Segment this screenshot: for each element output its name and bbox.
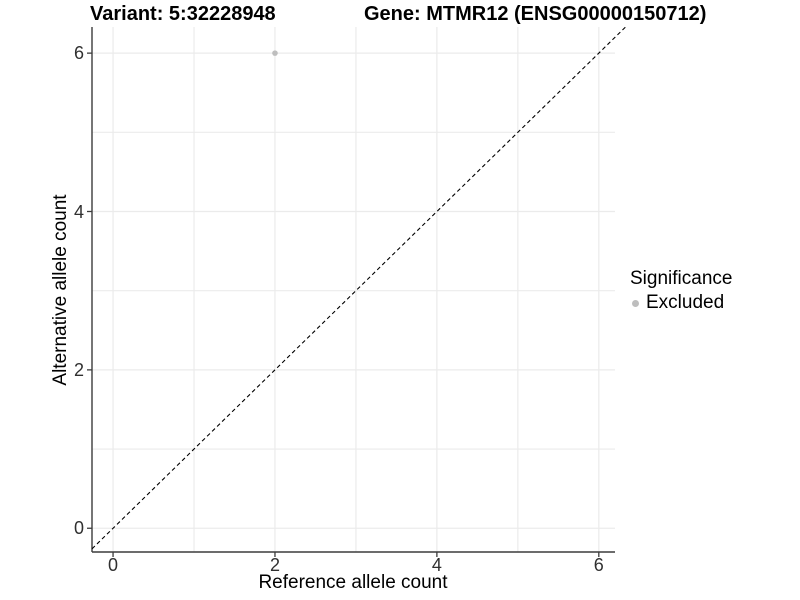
plot-title-gene: Gene: MTMR12 (ENSG00000150712) — [364, 3, 707, 25]
x-axis-title: Reference allele count — [258, 572, 448, 593]
y-tick-label: 2 — [73, 359, 84, 380]
legend: Significance Excluded — [630, 268, 732, 314]
identity-line — [91, 26, 626, 550]
x-tick-label: 4 — [431, 555, 442, 575]
data-point-excluded — [272, 50, 278, 56]
x-tick-label: 0 — [108, 555, 119, 575]
x-tick-label: 6 — [593, 555, 604, 575]
legend-item-label: Excluded — [646, 292, 725, 313]
x-tick-label: 2 — [269, 555, 280, 575]
y-axis-title: Alternative allele count — [50, 194, 71, 386]
y-tick-label: 6 — [73, 43, 84, 64]
legend-key-dot-icon — [632, 299, 639, 307]
y-tick-label: 4 — [73, 201, 84, 222]
plot-title-variant: Variant: 5:32228948 — [90, 3, 276, 25]
legend-item-excluded: Excluded — [630, 292, 732, 314]
legend-title: Significance — [630, 268, 733, 289]
y-tick-label: 0 — [73, 518, 84, 539]
legend-items: Excluded — [630, 292, 732, 314]
